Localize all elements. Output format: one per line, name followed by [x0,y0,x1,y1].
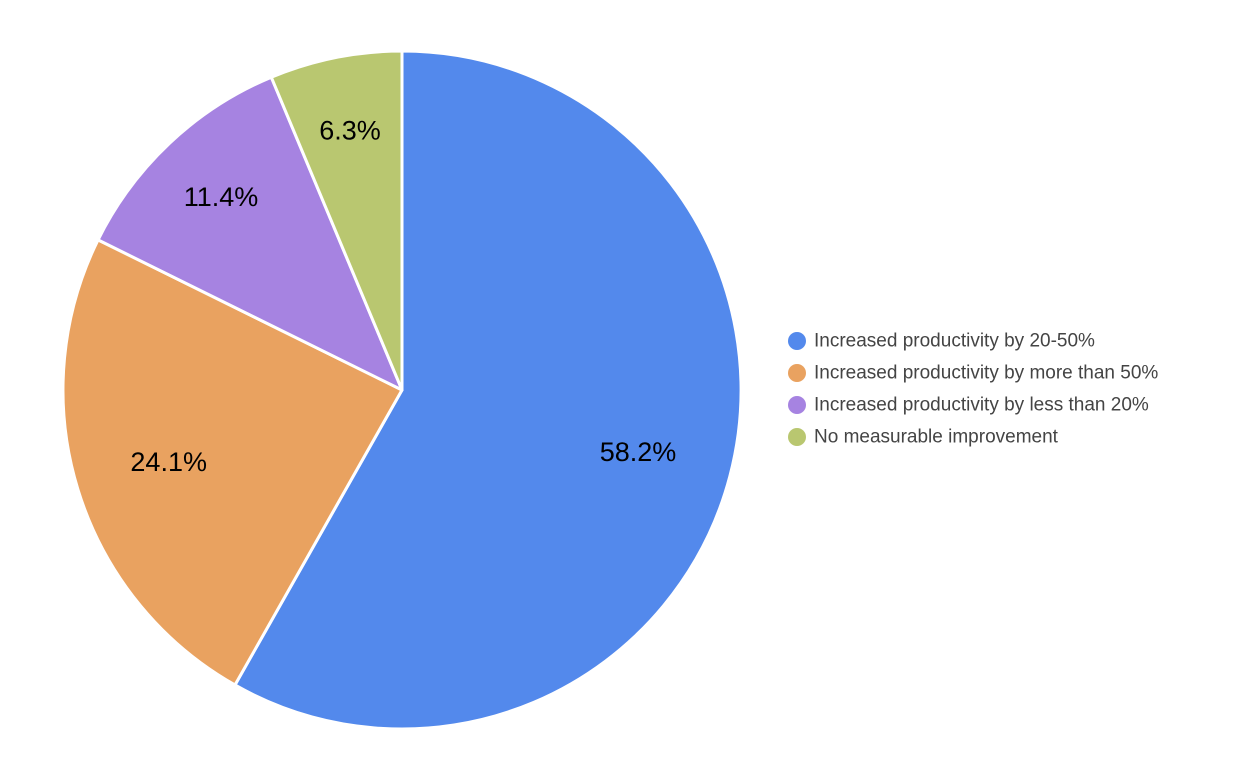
slice-value-label: 24.1% [130,447,207,477]
legend-label: Increased productivity by less than 20% [814,395,1149,416]
legend-label: Increased productivity by 20-50% [814,331,1095,352]
legend-marker [788,396,806,414]
pie-slice [233,49,743,731]
pie-slices [61,49,743,731]
slice-labels: 58.2% 24.1% 11.4% 6.3% [130,116,676,477]
pie-slice [269,49,404,392]
slice-value-label: 11.4% [184,182,259,212]
legend-marker [788,332,806,350]
legend-label: Increased productivity by more than 50% [814,363,1158,384]
legend: Increased productivity by 20-50% Increase… [788,331,1158,448]
legend-marker [788,428,806,446]
legend-marker [788,364,806,382]
legend-label: No measurable improvement [814,427,1059,448]
slice-value-label: 58.2% [600,437,677,467]
pie-slice [61,238,404,687]
slice-value-label: 6.3% [319,116,381,146]
pie-slice [96,75,404,392]
